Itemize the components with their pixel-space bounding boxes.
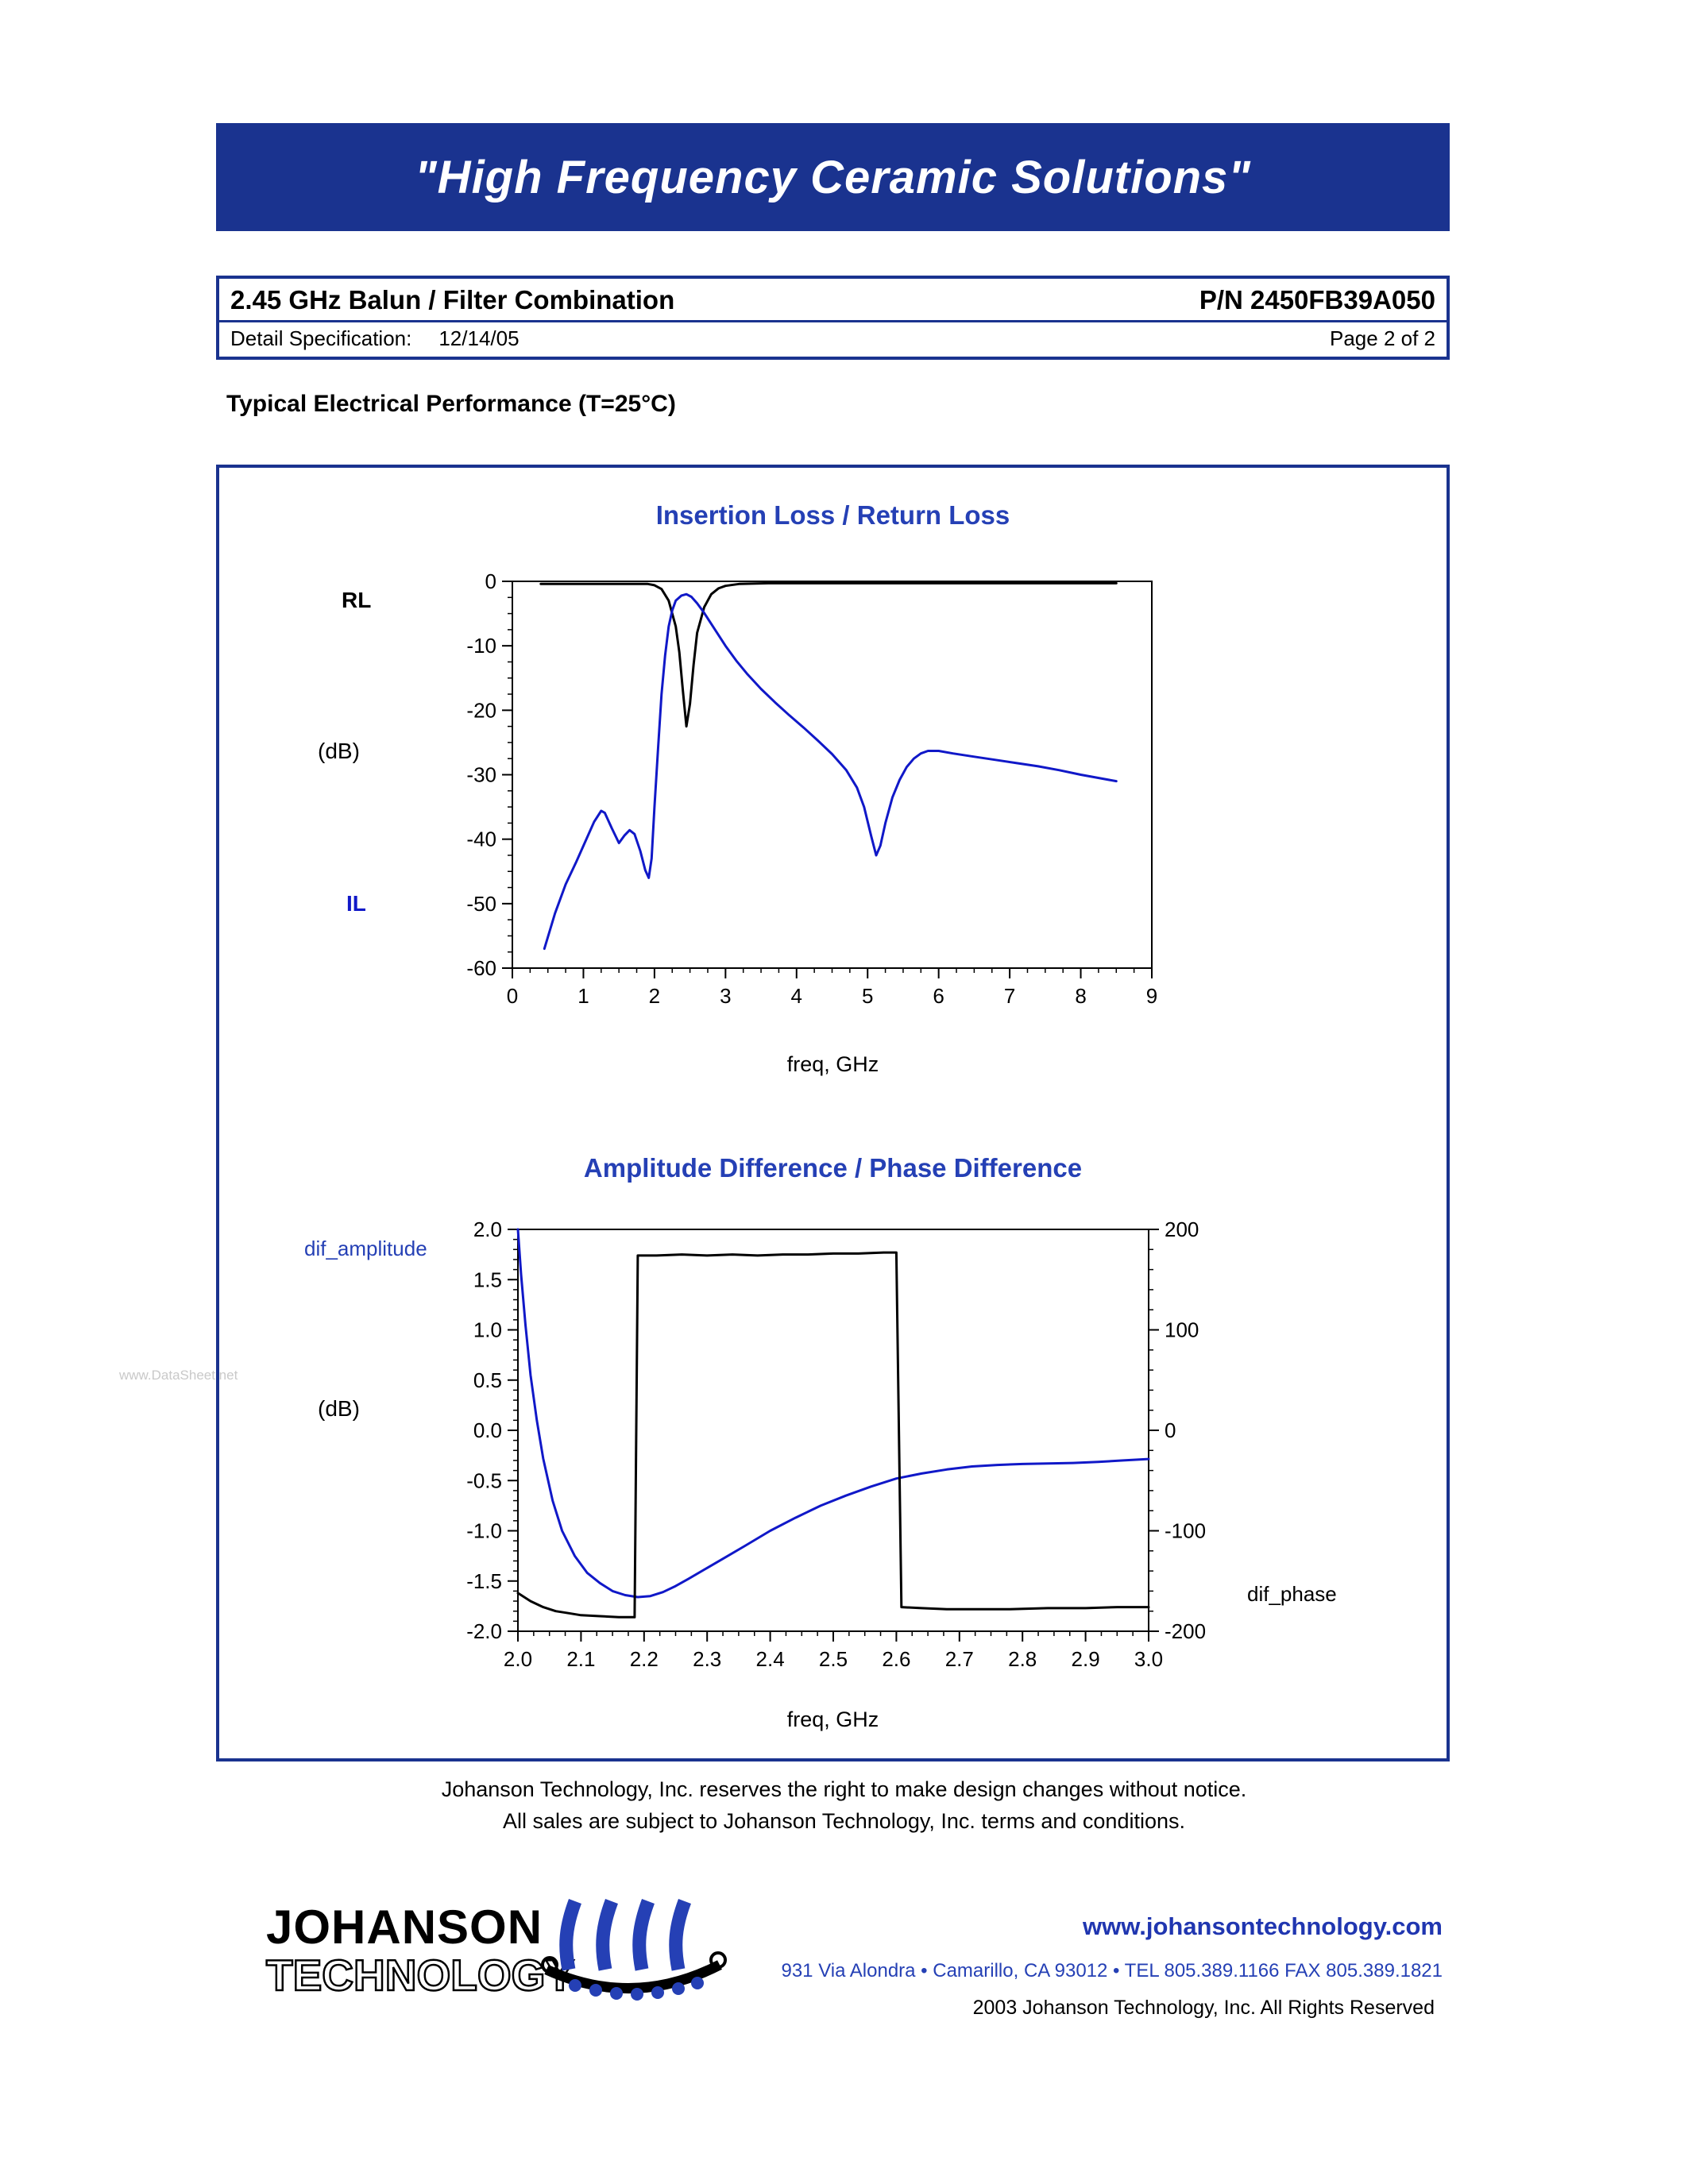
logo-johanson-text: JOHANSON xyxy=(266,1900,543,1954)
svg-text:2.2: 2.2 xyxy=(630,1647,659,1671)
svg-text:7: 7 xyxy=(1004,984,1015,1008)
rl-curve-label: RL xyxy=(342,588,372,612)
svg-text:2.6: 2.6 xyxy=(882,1647,910,1671)
svg-text:2: 2 xyxy=(649,984,660,1008)
chart1-title: Insertion Loss / Return Loss xyxy=(655,500,1010,530)
logo-technology-text: TECHNOLOGY xyxy=(265,1950,576,2001)
dif-amplitude-label: dif_amplitude xyxy=(304,1237,427,1260)
svg-text:8: 8 xyxy=(1075,984,1086,1008)
logo-hull-dot xyxy=(672,1982,685,1995)
chart2-ylabel: (dB) xyxy=(318,1396,360,1421)
amplitude-phase-difference-chart: 2.0 2.1 2.2 2.3 2.4 2.5 2.6 2.7 2.8 2.9 3.0 2.0 1.5 1… xyxy=(466,1217,1206,1671)
svg-text:-1.0: -1.0 xyxy=(466,1519,502,1543)
chart2-xlabel: freq, GHz xyxy=(786,1707,879,1731)
svg-text:2.4: 2.4 xyxy=(756,1647,785,1671)
svg-text:9: 9 xyxy=(1146,984,1157,1008)
banner-title: "High Frequency Ceramic Solutions" xyxy=(415,151,1251,203)
charts-frame xyxy=(216,465,1450,1761)
svg-text:-200: -200 xyxy=(1165,1619,1206,1643)
logo-hull-curl xyxy=(541,1956,558,1974)
svg-text:2.5: 2.5 xyxy=(819,1647,848,1671)
copyright-line: 2003 Johanson Technology, Inc. All Right… xyxy=(972,1997,1435,2019)
logo-sail-stripe xyxy=(596,1899,618,1971)
svg-text:2.7: 2.7 xyxy=(945,1647,974,1671)
header-box: 2.45 GHz Balun / Filter Combination P/N … xyxy=(216,276,1450,360)
svg-text:3: 3 xyxy=(720,984,731,1008)
svg-text:2.1: 2.1 xyxy=(566,1647,595,1671)
section-heading: Typical Electrical Performance (T=25°C) xyxy=(226,391,676,417)
logo-hull-dot xyxy=(691,1977,704,1989)
logo-hull-curl xyxy=(709,1951,727,1969)
logo-hull-dot xyxy=(589,1984,602,1997)
chart1-xlabel: freq, GHz xyxy=(786,1052,879,1076)
svg-text:-1.5: -1.5 xyxy=(466,1569,502,1593)
disclaimer-line2: All sales are subject to Johanson Techno… xyxy=(503,1809,1185,1833)
svg-text:1.0: 1.0 xyxy=(473,1318,502,1342)
svg-text:-40: -40 xyxy=(466,828,496,851)
header-detail-row: Detail Specification: 12/14/05 Page 2 of … xyxy=(219,320,1447,357)
logo-hull-dot xyxy=(631,1988,643,2001)
banner: "High Frequency Ceramic Solutions" xyxy=(216,123,1450,231)
header-title-row: 2.45 GHz Balun / Filter Combination P/N … xyxy=(219,279,1447,320)
svg-text:2.3: 2.3 xyxy=(693,1647,721,1671)
svg-text:-60: -60 xyxy=(466,956,496,980)
part-number: P/N 2450FB39A050 xyxy=(1199,285,1435,314)
svg-text:0: 0 xyxy=(507,984,518,1008)
svg-text:6: 6 xyxy=(933,984,944,1008)
svg-text:-2.0: -2.0 xyxy=(466,1619,502,1643)
svg-text:1.5: 1.5 xyxy=(473,1268,502,1291)
svg-text:-10: -10 xyxy=(466,634,496,658)
watermark: www.DataSheet.net xyxy=(119,1368,238,1383)
chart1-ylabel: (dB) xyxy=(318,739,360,763)
logo-hull-dot xyxy=(610,1987,623,2000)
product-title: 2.45 GHz Balun / Filter Combination xyxy=(230,285,675,314)
insertion-return-loss-chart: 0 1 2 3 4 5 6 7 8 9 0 -10 -20 -30 -40 -50 -60 xyxy=(466,569,1157,1008)
svg-text:0.5: 0.5 xyxy=(473,1368,502,1392)
logo-sail-stripe xyxy=(559,1899,581,1971)
svg-text:2.8: 2.8 xyxy=(1008,1647,1037,1671)
svg-text:4: 4 xyxy=(791,984,802,1008)
spec-line: Detail Specification: 12/14/05 xyxy=(230,326,520,351)
logo-hull-dot xyxy=(569,1979,581,1992)
svg-text:2.0: 2.0 xyxy=(504,1647,532,1671)
logo-hull xyxy=(544,1960,722,1993)
svg-text:0.0: 0.0 xyxy=(473,1418,502,1442)
svg-text:1: 1 xyxy=(577,984,589,1008)
svg-text:2.0: 2.0 xyxy=(473,1217,502,1241)
website-link[interactable]: www.johansontechnology.com xyxy=(1083,1912,1443,1940)
svg-text:-20: -20 xyxy=(466,698,496,722)
svg-text:0: 0 xyxy=(485,569,496,593)
svg-text:200: 200 xyxy=(1165,1217,1199,1241)
il-curve-label: IL xyxy=(346,891,366,916)
svg-text:-30: -30 xyxy=(466,763,496,787)
dif-phase-label: dif_phase xyxy=(1247,1582,1337,1606)
svg-text:-50: -50 xyxy=(466,892,496,916)
svg-text:-0.5: -0.5 xyxy=(466,1468,502,1492)
spec-label: Detail Specification: xyxy=(230,326,412,350)
logo-sail-stripe xyxy=(632,1899,655,1971)
svg-text:3.0: 3.0 xyxy=(1134,1647,1163,1671)
svg-text:2.9: 2.9 xyxy=(1072,1647,1100,1671)
page-indicator: Page 2 of 2 xyxy=(1330,326,1435,350)
logo-sail-stripe xyxy=(669,1899,691,1971)
address-line: 931 Via Alondra • Camarillo, CA 93012 • … xyxy=(781,1960,1443,1981)
chart2-title: Amplitude Difference / Phase Difference xyxy=(583,1153,1083,1183)
svg-text:5: 5 xyxy=(862,984,873,1008)
logo-hull-dot xyxy=(651,1986,664,1999)
svg-text:100: 100 xyxy=(1165,1318,1199,1342)
svg-text:-100: -100 xyxy=(1165,1519,1206,1543)
disclaimer-line1: Johanson Technology, Inc. reserves the r… xyxy=(441,1777,1247,1801)
svg-text:0: 0 xyxy=(1165,1418,1176,1442)
johanson-logo-ship xyxy=(541,1899,727,2001)
spec-date: 12/14/05 xyxy=(438,326,520,350)
